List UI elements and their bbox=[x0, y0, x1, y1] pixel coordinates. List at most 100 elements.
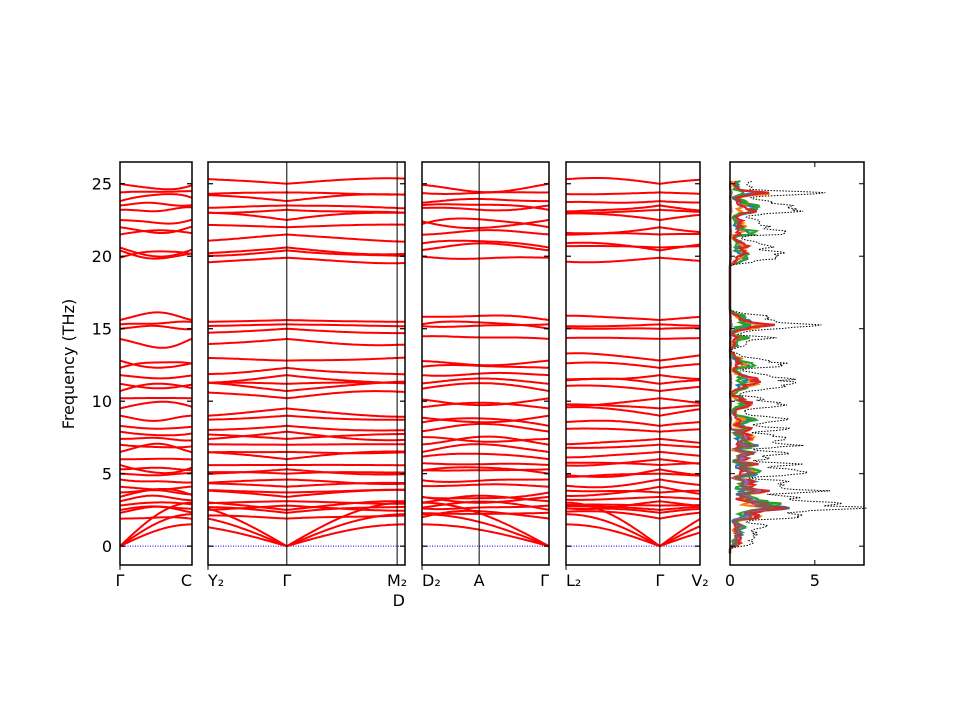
x-tick-label-3-2: V₂ bbox=[691, 571, 708, 590]
phonon-band-26 bbox=[422, 373, 549, 376]
phonon-band-21 bbox=[120, 416, 192, 421]
phonon-band-10 bbox=[120, 487, 192, 490]
x-tick-label-1-1: Γ bbox=[282, 571, 291, 590]
x-tick-label-3-0: L₂ bbox=[566, 571, 581, 590]
x-tick-label-1-3: D bbox=[393, 591, 405, 610]
phonon-band-37 bbox=[208, 225, 405, 228]
phonon-band-3 bbox=[208, 515, 405, 518]
phonon-band-6 bbox=[120, 502, 192, 505]
phonon-band-33 bbox=[566, 258, 700, 263]
phonon-band-41 bbox=[566, 201, 700, 203]
phonon-band-14 bbox=[422, 463, 549, 465]
phonon-band-20 bbox=[208, 426, 405, 431]
phonon-band-43 bbox=[422, 184, 549, 192]
phonon-band-28 bbox=[208, 358, 405, 361]
dos-x-tick-label-0: 0 bbox=[725, 571, 735, 590]
phonon-band-39 bbox=[120, 207, 192, 211]
phonon-band-7 bbox=[120, 496, 192, 502]
phonon-band-16 bbox=[566, 452, 700, 458]
phonon-band-11 bbox=[120, 480, 192, 483]
phonon-band-21 bbox=[566, 407, 700, 416]
phonon-band-13 bbox=[566, 469, 700, 477]
phonon-band-23 bbox=[208, 391, 405, 398]
x-tick-label-2-0: D₂ bbox=[422, 571, 441, 590]
phonon-band-35 bbox=[566, 246, 700, 248]
phonon-band-23 bbox=[566, 398, 700, 405]
phonon-band-27 bbox=[566, 363, 700, 368]
phonon-band-40 bbox=[120, 203, 192, 206]
phonon-band-35 bbox=[208, 248, 405, 255]
y-axis-label: Frequency (THz) bbox=[59, 299, 78, 429]
phonon-band-10 bbox=[422, 484, 549, 486]
phonon-band-29 bbox=[120, 339, 192, 348]
phonon-band-32 bbox=[566, 316, 700, 320]
phonon-band-3 bbox=[120, 517, 192, 519]
phonon-band-38 bbox=[120, 220, 192, 224]
phonon-band-27 bbox=[208, 368, 405, 375]
phonon-band-19 bbox=[120, 432, 192, 436]
phonon-band-32 bbox=[208, 320, 405, 322]
phonon-band-32 bbox=[120, 312, 192, 320]
phonon-band-31 bbox=[208, 324, 405, 326]
phonon-band-42 bbox=[566, 192, 700, 194]
y-tick-label-5: 5 bbox=[102, 465, 112, 484]
phonon-band-33 bbox=[208, 258, 405, 264]
phonon-band-29 bbox=[566, 338, 700, 339]
y-tick-label-20: 20 bbox=[92, 247, 112, 266]
phonon-band-8 bbox=[566, 497, 700, 500]
phonon-band-38 bbox=[566, 213, 700, 220]
phonon-band-37 bbox=[566, 227, 700, 233]
phonon-band-26 bbox=[566, 375, 700, 379]
phonon-band-41 bbox=[422, 199, 549, 203]
phonon-band-13 bbox=[422, 469, 549, 470]
phonon-band-36 bbox=[208, 235, 405, 242]
x-tick-label-1-2: M₂ bbox=[387, 571, 407, 590]
phonon-band-24 bbox=[422, 383, 549, 391]
phonon-band-19 bbox=[566, 429, 700, 432]
phonon-band-11 bbox=[566, 480, 700, 488]
phonon-band-31 bbox=[566, 324, 700, 326]
phonon-band-20 bbox=[120, 426, 192, 429]
phonon-band-36 bbox=[422, 230, 549, 235]
phonon-band-29 bbox=[422, 336, 549, 339]
phonon-band-31 bbox=[120, 322, 192, 325]
phonon-band-38 bbox=[208, 213, 405, 220]
x-tick-label-1-0: Y₂ bbox=[207, 571, 224, 590]
phonon-band-39 bbox=[208, 210, 405, 213]
y-tick-label-25: 25 bbox=[92, 175, 112, 194]
phonon-band-22 bbox=[120, 402, 192, 409]
x-tick-label-2-1: A bbox=[474, 571, 485, 590]
phonon-band-43 bbox=[566, 178, 700, 184]
phonon-band-29 bbox=[208, 339, 405, 345]
x-tick-label-2-2: Γ bbox=[540, 571, 549, 590]
phonon-band-16 bbox=[422, 444, 549, 452]
phonon-band-22 bbox=[208, 408, 405, 416]
phonon-band-19 bbox=[208, 432, 405, 441]
phonon-band-17 bbox=[120, 445, 192, 448]
phonon-band-15 bbox=[422, 454, 549, 460]
phonon-band-43 bbox=[208, 178, 405, 183]
phonon-band-32 bbox=[422, 316, 549, 321]
dos-x-tick-label-5: 5 bbox=[810, 571, 820, 590]
phonon-band-6 bbox=[422, 506, 549, 510]
phonon-band-30 bbox=[208, 329, 405, 333]
phonon-band-3 bbox=[566, 511, 700, 518]
phonon-band-24 bbox=[566, 386, 700, 392]
phonon-band-30 bbox=[566, 328, 700, 329]
phonon-band-41 bbox=[120, 194, 192, 201]
phonon-band-33 bbox=[422, 257, 549, 259]
phonon-band-40 bbox=[208, 206, 405, 209]
y-tick-label-0: 0 bbox=[102, 537, 112, 556]
phonon-band-11 bbox=[422, 480, 549, 483]
phonon-band-43 bbox=[120, 184, 192, 190]
phonon-band-23 bbox=[422, 398, 549, 405]
phonon-band-16 bbox=[208, 452, 405, 453]
phonon-band-28 bbox=[566, 353, 700, 360]
phonon-band-17 bbox=[208, 444, 405, 445]
phonon-band-20 bbox=[566, 421, 700, 426]
phonon-band-18 bbox=[120, 438, 192, 441]
phonon-band-30 bbox=[120, 326, 192, 330]
y-tick-label-15: 15 bbox=[92, 320, 112, 339]
phonon-band-18 bbox=[566, 439, 700, 444]
